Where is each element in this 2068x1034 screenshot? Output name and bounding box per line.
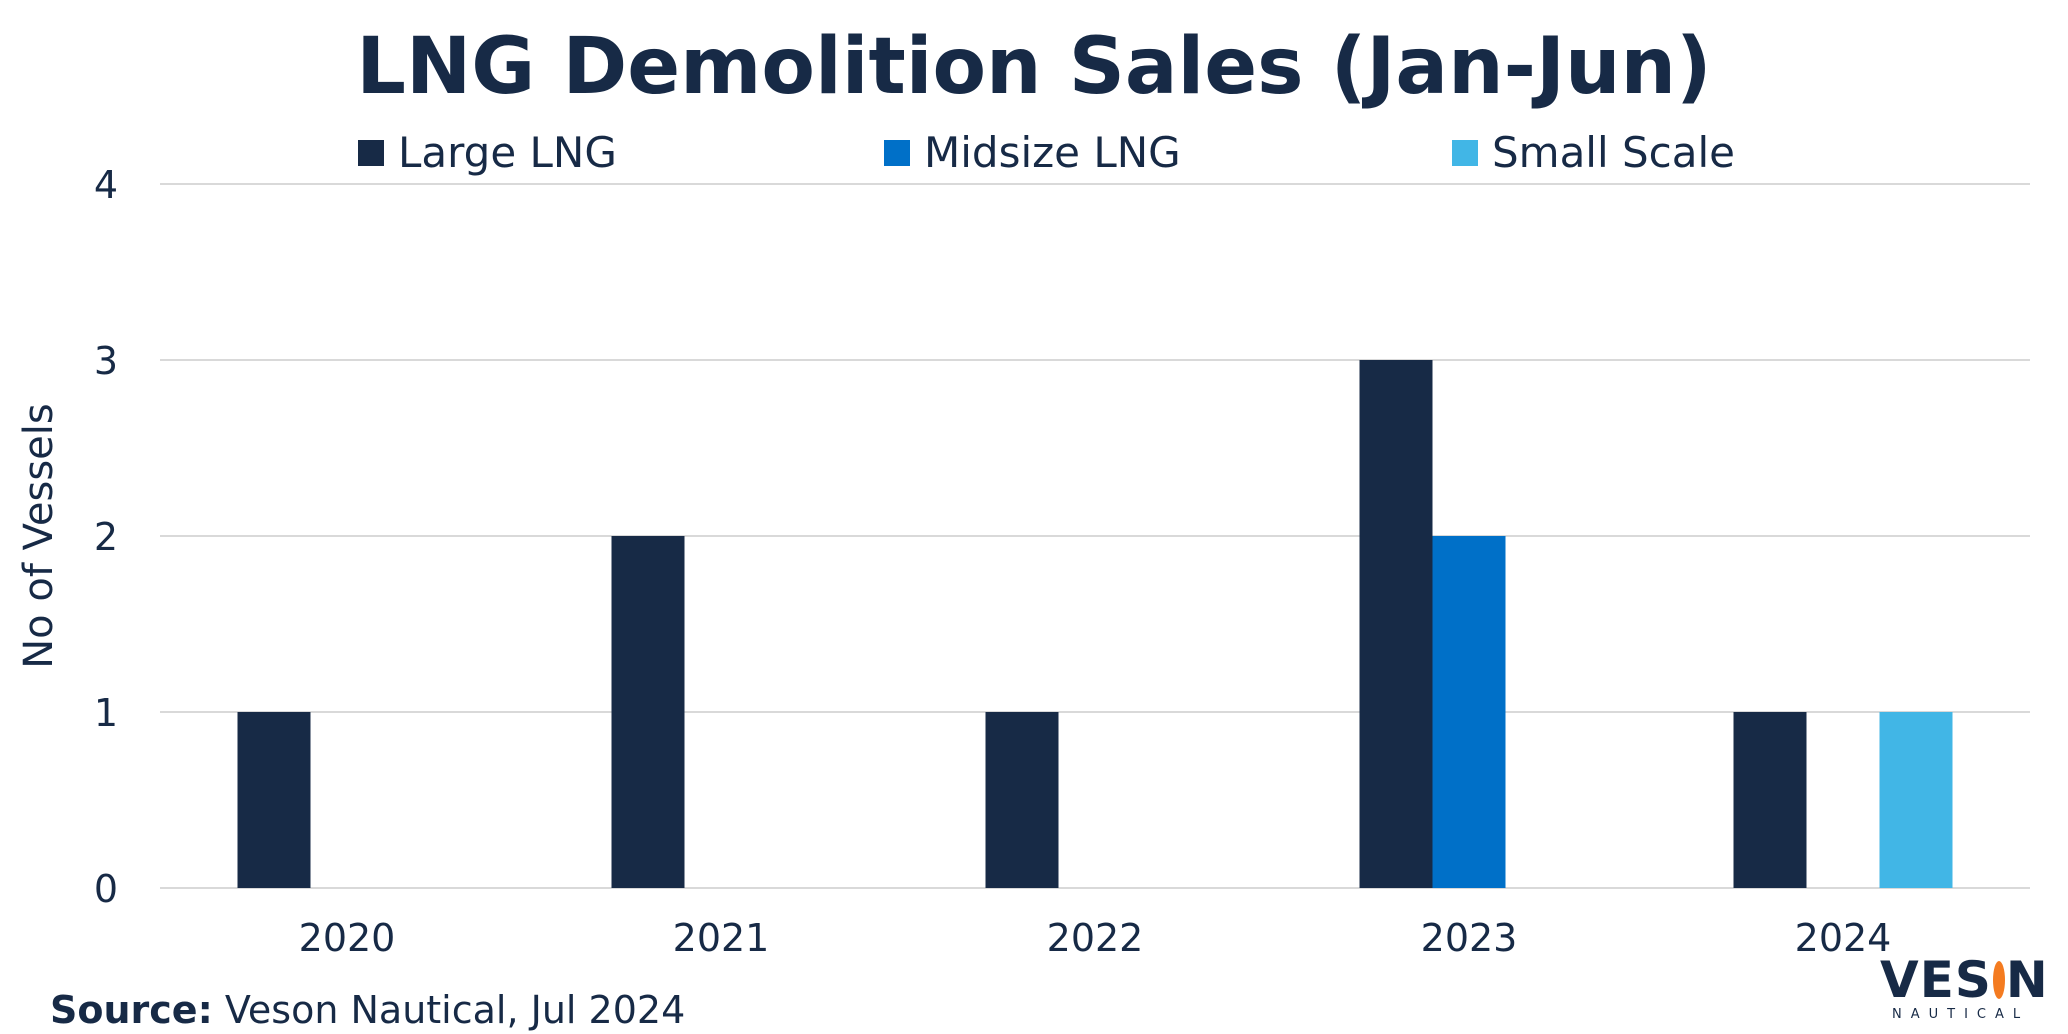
chart-title: LNG Demolition Sales (Jan-Jun) xyxy=(356,22,1712,112)
legend-swatch xyxy=(358,139,384,166)
bar-large-lng-2024 xyxy=(1733,712,1807,888)
veson-nautical-logo: VES N NAUTICAL xyxy=(1880,951,2049,1022)
bar-midsize-lng-2023 xyxy=(1432,536,1506,888)
y-tick-label: 2 xyxy=(94,515,118,559)
x-tick-label: 2022 xyxy=(1047,916,1144,960)
y-tick-label: 4 xyxy=(94,163,118,207)
legend-swatch xyxy=(1452,139,1478,166)
bar-large-lng-2022 xyxy=(985,712,1059,888)
legend-item-large-lng: Large LNG xyxy=(358,128,617,177)
x-tick-label: 2023 xyxy=(1421,916,1518,960)
source-text: Veson Nautical, Jul 2024 xyxy=(212,988,686,1032)
y-tick-label: 0 xyxy=(94,867,118,911)
x-tick-label: 2020 xyxy=(299,916,396,960)
legend-item-small-scale: Small Scale xyxy=(1452,128,1735,177)
legend: Large LNG Midsize LNG Small Scale xyxy=(0,128,2068,178)
legend-item-midsize-lng: Midsize LNG xyxy=(884,128,1181,177)
legend-swatch xyxy=(884,139,910,166)
y-tick-label: 1 xyxy=(94,691,118,735)
bar-large-lng-2020 xyxy=(237,712,311,888)
legend-label: Large LNG xyxy=(398,128,617,177)
legend-label: Midsize LNG xyxy=(924,128,1181,177)
y-tick-label: 3 xyxy=(94,339,118,383)
bar-small-scale-2024 xyxy=(1879,712,1953,888)
x-tick-label: 2021 xyxy=(673,916,770,960)
source-label: Source: xyxy=(50,988,213,1032)
x-tick-label: 2024 xyxy=(1795,916,1892,960)
source-note: Source: Veson Nautical, Jul 2024 xyxy=(50,988,685,1032)
y-axis-label: No of Vessels xyxy=(16,403,62,669)
bar-large-lng-2023 xyxy=(1359,360,1433,888)
legend-label: Small Scale xyxy=(1492,128,1735,177)
bar-large-lng-2021 xyxy=(611,536,685,888)
